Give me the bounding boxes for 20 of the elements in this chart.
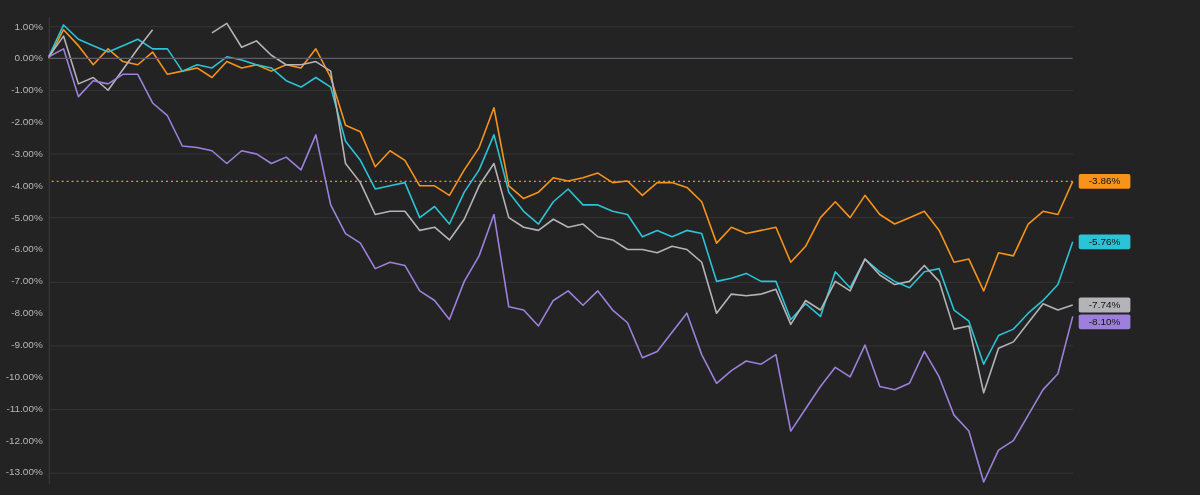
y-tick-label: -10.00% xyxy=(5,370,43,382)
line-series xyxy=(47,48,1074,483)
y-tick-label: 1.00% xyxy=(14,20,43,32)
text: -3.86% xyxy=(1088,175,1121,187)
y-tick-label: -8.00% xyxy=(11,307,43,319)
text: -8.10% xyxy=(1088,315,1121,327)
y-tick-label: -12.00% xyxy=(5,434,43,446)
y-tick-label: -5.00% xyxy=(11,211,43,223)
y-tick-label: -9.00% xyxy=(11,339,43,351)
text: -7.74% xyxy=(1088,298,1121,310)
y-tick-label: -2.00% xyxy=(11,116,43,128)
y-tick-label: -1.00% xyxy=(11,84,43,96)
text: -5.76% xyxy=(1088,235,1121,247)
y-tick-label: 0.00% xyxy=(14,52,43,64)
y-tick-label: -7.00% xyxy=(11,275,43,287)
y-tick-label: -4.00% xyxy=(11,179,43,191)
y-tick-label: -3.00% xyxy=(11,147,43,159)
y-tick-label: -11.00% xyxy=(6,402,43,414)
y-tick-label: -6.00% xyxy=(11,243,43,255)
y-tick-label: -13.00% xyxy=(5,466,43,478)
